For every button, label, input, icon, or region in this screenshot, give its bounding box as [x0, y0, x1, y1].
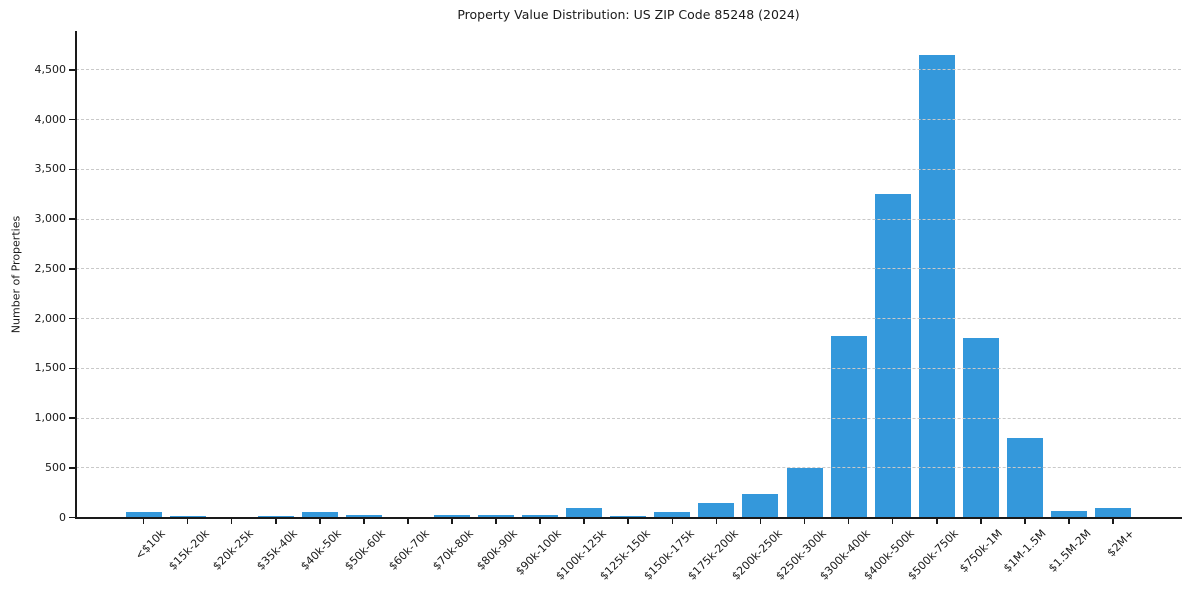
x-tick-mark: [363, 518, 365, 524]
gridline: [76, 417, 1181, 419]
x-tick-mark: [847, 518, 850, 524]
x-tick-mark: [1112, 518, 1114, 524]
x-tick-mark: [980, 518, 982, 524]
bar: [345, 514, 382, 518]
y-tick-mark: [69, 317, 75, 320]
x-tick-label: $2M+: [1104, 527, 1138, 560]
bar: [125, 511, 162, 518]
y-tick-label: 1,000: [34, 411, 67, 425]
x-tick-mark: [803, 518, 806, 524]
y-tick-label: 1,500: [34, 361, 67, 375]
bar: [962, 337, 999, 518]
bar: [874, 194, 911, 518]
y-tick-mark: [69, 467, 75, 469]
x-tick-label: $80k-90k: [474, 527, 521, 573]
x-tick-label: $35k-40k: [254, 527, 300, 573]
x-tick-mark: [495, 518, 497, 524]
x-tick-mark: [230, 518, 233, 524]
y-tick-label: 2,000: [34, 311, 67, 325]
x-axis-line: [75, 516, 1182, 519]
gridline: [76, 367, 1181, 369]
bar: [786, 467, 823, 518]
x-tick-mark: [759, 518, 762, 524]
x-tick-mark: [715, 518, 718, 524]
x-tick-label: $1.5M-2M: [1045, 527, 1094, 575]
bar: [918, 54, 955, 518]
bar: [654, 511, 691, 518]
y-tick-mark: [69, 69, 75, 71]
x-tick-label: $20k-25k: [210, 527, 256, 573]
x-tick-mark: [142, 518, 145, 524]
x-tick-mark: [407, 518, 409, 524]
y-tick-label: 4,500: [34, 62, 67, 76]
x-tick-mark: [1068, 518, 1070, 524]
y-tick-label: 500: [45, 460, 66, 474]
x-tick-mark: [274, 518, 277, 524]
x-tick-mark: [935, 518, 938, 524]
gridline: [76, 168, 1181, 170]
x-tick-mark: [891, 518, 894, 524]
x-tick-label: $15k-20k: [166, 527, 212, 573]
y-tick-mark: [69, 417, 75, 419]
gridline: [76, 218, 1181, 220]
x-tick-mark: [539, 518, 541, 524]
x-tick-label: <$10k: [132, 527, 168, 563]
bar: [1050, 510, 1087, 518]
x-tick-label: $1M-1.5M: [1001, 527, 1050, 575]
y-tick-mark: [69, 118, 75, 121]
x-tick-label: $70k-80k: [430, 527, 477, 573]
bar: [1006, 438, 1043, 518]
bar: [566, 507, 603, 518]
y-tick-label: 3,500: [34, 162, 67, 176]
y-tick-label: 2,500: [34, 261, 67, 275]
y-tick-mark: [69, 367, 75, 370]
x-tick-mark: [1024, 518, 1026, 524]
x-tick-label: $50k-60k: [342, 527, 389, 573]
x-tick-mark: [318, 518, 321, 524]
bar: [478, 515, 515, 518]
bar: [301, 511, 338, 518]
gridline: [76, 119, 1181, 121]
x-tick-mark: [671, 518, 674, 524]
x-tick-label: $60k-70k: [386, 527, 433, 573]
gridline: [76, 69, 1181, 71]
x-tick-label: $750k-1M: [957, 527, 1006, 575]
y-tick-label: 3,000: [34, 212, 67, 226]
y-axis-line: [74, 31, 77, 518]
bar: [742, 493, 779, 518]
y-tick-mark: [69, 168, 75, 171]
x-tick-mark: [186, 518, 189, 524]
gridline: [76, 467, 1181, 469]
y-tick-label: 4,000: [34, 112, 67, 126]
bar: [1095, 507, 1132, 518]
bar: [830, 335, 867, 518]
bar: [522, 515, 559, 518]
bar: [698, 502, 735, 518]
x-tick-mark: [583, 518, 585, 524]
y-tick-label: 0: [59, 510, 66, 524]
x-tick-mark: [451, 518, 453, 524]
y-tick-mark: [69, 516, 75, 519]
y-tick-mark: [69, 218, 75, 220]
x-tick-label: $40k-50k: [298, 527, 344, 573]
bar: [433, 515, 470, 518]
x-tick-mark: [627, 518, 630, 524]
y-tick-mark: [69, 268, 75, 270]
gridline: [76, 318, 1181, 320]
chart-title: Property Value Distribution: US ZIP Code…: [457, 7, 800, 22]
gridline: [76, 268, 1181, 270]
